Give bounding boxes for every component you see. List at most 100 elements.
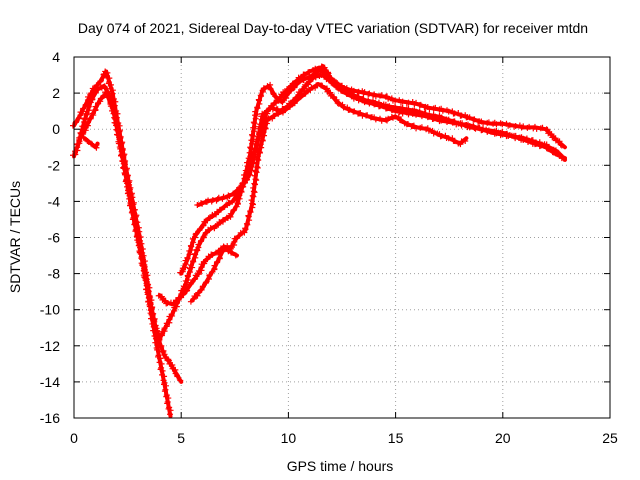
data-point-marker — [74, 141, 81, 148]
data-point-marker — [192, 231, 199, 238]
data-point-marker — [203, 229, 210, 236]
data-point-marker — [251, 172, 258, 179]
data-point-marker — [135, 239, 142, 246]
data-point-marker — [405, 105, 412, 112]
data-point-marker — [480, 126, 487, 133]
data-point-marker — [346, 106, 353, 113]
data-point-marker — [229, 249, 236, 256]
data-point-marker — [83, 110, 90, 117]
data-point-marker — [290, 97, 297, 104]
data-point-marker — [280, 105, 287, 112]
data-point-marker — [245, 212, 252, 219]
data-point-marker — [215, 221, 222, 228]
data-point-marker — [250, 188, 257, 195]
data-point-marker — [139, 262, 146, 269]
data-point-marker — [334, 84, 341, 91]
data-point-marker — [100, 71, 107, 78]
data-point-marker — [252, 115, 259, 122]
data-point-marker — [195, 289, 202, 296]
data-point-marker — [127, 199, 134, 206]
data-point-marker — [451, 137, 458, 144]
data-point-marker — [220, 216, 227, 223]
data-point-marker — [335, 100, 342, 107]
data-point-marker — [249, 140, 256, 147]
data-point-marker — [226, 193, 233, 200]
x-tick-label: 10 — [281, 430, 297, 446]
data-point-marker — [350, 87, 357, 94]
data-point-marker — [215, 194, 222, 201]
data-point-marker — [70, 122, 76, 129]
data-point-marker — [219, 247, 226, 254]
data-point-marker — [155, 292, 162, 299]
data-point-marker — [257, 92, 264, 99]
data-point-marker — [199, 200, 206, 207]
data-point-marker — [187, 242, 194, 249]
data-point-marker — [249, 192, 256, 199]
data-point-marker — [137, 250, 144, 257]
data-point-marker — [240, 180, 247, 187]
data-point-marker — [378, 117, 385, 124]
data-point-marker — [283, 95, 290, 102]
data-point-marker — [327, 76, 334, 83]
data-point-marker — [385, 104, 392, 111]
data-point-marker — [340, 88, 347, 95]
data-point-marker — [445, 117, 452, 124]
data-point-marker — [225, 248, 232, 255]
data-point-marker — [360, 90, 367, 97]
data-point-marker — [392, 107, 399, 114]
x-tick-label: 5 — [177, 430, 185, 446]
data-series-track-6 — [177, 65, 567, 276]
data-point-marker — [224, 245, 231, 252]
data-point-marker — [253, 177, 260, 184]
data-point-marker — [94, 86, 101, 93]
data-point-marker — [333, 96, 340, 103]
data-point-marker — [174, 373, 181, 380]
data-point-marker — [88, 140, 95, 147]
data-point-marker — [133, 227, 140, 234]
data-point-marker — [196, 225, 203, 232]
data-point-marker — [165, 357, 172, 364]
data-point-marker — [248, 197, 255, 204]
data-point-marker — [273, 100, 280, 107]
x-axis-label: GPS time / hours — [287, 458, 394, 474]
data-point-marker — [499, 128, 506, 135]
data-point-marker — [273, 97, 280, 104]
data-point-marker — [201, 218, 208, 225]
data-point-marker — [301, 71, 308, 78]
data-point-marker — [198, 286, 205, 293]
data-point-marker — [241, 229, 248, 236]
data-point-marker — [97, 95, 104, 102]
data-point-marker — [250, 128, 257, 135]
data-point-marker — [315, 65, 322, 72]
data-point-marker — [213, 249, 220, 256]
data-point-marker — [159, 296, 166, 303]
data-point-marker — [161, 388, 168, 395]
data-point-marker — [195, 241, 202, 248]
data-point-marker — [425, 113, 432, 120]
data-point-marker — [171, 299, 178, 306]
data-point-marker — [457, 141, 464, 148]
data-point-marker — [196, 227, 203, 234]
data-point-marker — [213, 211, 220, 218]
data-point-marker — [370, 92, 377, 99]
data-point-marker — [106, 93, 113, 100]
y-tick-label: -10 — [40, 302, 60, 318]
data-point-marker — [318, 72, 325, 79]
data-point-marker — [255, 96, 262, 103]
data-point-marker — [249, 131, 256, 138]
data-point-marker — [252, 108, 259, 115]
data-point-marker — [272, 93, 279, 100]
data-point-marker — [322, 72, 329, 79]
data-point-marker — [249, 201, 256, 208]
data-point-marker — [193, 230, 200, 237]
data-point-marker — [485, 127, 492, 134]
data-point-marker — [199, 283, 206, 290]
data-point-marker — [232, 194, 239, 201]
data-point-marker — [267, 86, 274, 93]
data-point-marker — [187, 262, 194, 269]
data-point-marker — [76, 114, 83, 121]
y-tick-label: -12 — [40, 338, 60, 354]
data-point-marker — [191, 276, 198, 283]
data-point-marker — [216, 251, 223, 258]
